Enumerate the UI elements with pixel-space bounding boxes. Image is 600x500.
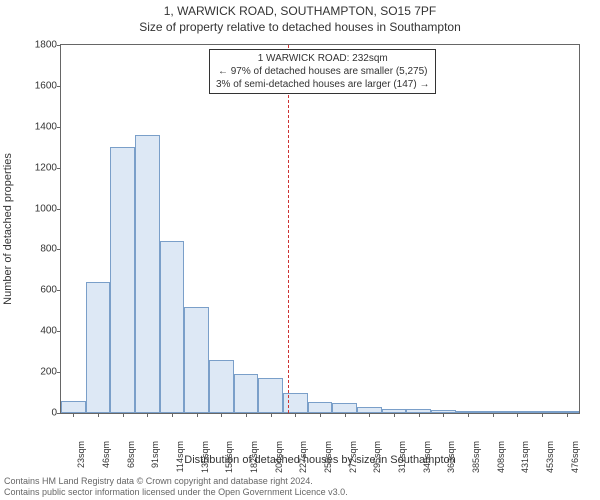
reference-line bbox=[288, 45, 289, 413]
y-tick-mark bbox=[57, 331, 61, 332]
footer-line-2: Contains public sector information licen… bbox=[4, 487, 348, 498]
histogram-bar bbox=[86, 282, 111, 413]
annotation-box: 1 WARWICK ROAD: 232sqm← 97% of detached … bbox=[209, 49, 436, 94]
x-tick-mark bbox=[98, 413, 99, 417]
x-tick-mark bbox=[295, 413, 296, 417]
y-tick-label: 1000 bbox=[21, 203, 57, 214]
annotation-line-1: 1 WARWICK ROAD: 232sqm bbox=[216, 52, 429, 65]
y-axis-label: Number of detached properties bbox=[2, 44, 18, 414]
y-tick-label: 1800 bbox=[21, 40, 57, 51]
y-tick-label: 800 bbox=[21, 244, 57, 255]
x-tick-mark bbox=[542, 413, 543, 417]
histogram-bar bbox=[184, 307, 209, 413]
y-tick-label: 200 bbox=[21, 367, 57, 378]
x-tick-mark bbox=[517, 413, 518, 417]
chart-title: 1, WARWICK ROAD, SOUTHAMPTON, SO15 7PF bbox=[0, 4, 600, 18]
x-axis-label: Distribution of detached houses by size … bbox=[60, 454, 580, 466]
histogram-bar bbox=[234, 374, 259, 413]
y-tick-label: 600 bbox=[21, 285, 57, 296]
x-tick-mark bbox=[172, 413, 173, 417]
histogram-bar bbox=[209, 360, 234, 413]
y-tick-mark bbox=[57, 45, 61, 46]
histogram-bar bbox=[258, 378, 283, 413]
x-tick-mark bbox=[73, 413, 74, 417]
x-tick-mark bbox=[271, 413, 272, 417]
histogram-bar bbox=[332, 403, 357, 413]
annotation-line-3: 3% of semi-detached houses are larger (1… bbox=[216, 78, 429, 91]
chart-container: 1, WARWICK ROAD, SOUTHAMPTON, SO15 7PF S… bbox=[0, 0, 600, 500]
annotation-line-2: ← 97% of detached houses are smaller (5,… bbox=[216, 65, 429, 78]
x-tick-mark bbox=[197, 413, 198, 417]
x-tick-mark bbox=[246, 413, 247, 417]
histogram-bar bbox=[308, 402, 333, 413]
y-tick-mark bbox=[57, 168, 61, 169]
plot-area: 02004006008001000120014001600180023sqm46… bbox=[60, 44, 580, 414]
x-tick-mark bbox=[147, 413, 148, 417]
footer-line-1: Contains HM Land Registry data © Crown c… bbox=[4, 476, 348, 487]
x-tick-mark bbox=[221, 413, 222, 417]
x-tick-mark bbox=[419, 413, 420, 417]
histogram-bar bbox=[110, 147, 135, 413]
footer-attribution: Contains HM Land Registry data © Crown c… bbox=[4, 476, 348, 498]
x-tick-mark bbox=[468, 413, 469, 417]
y-tick-label: 1600 bbox=[21, 80, 57, 91]
histogram-bar bbox=[61, 401, 86, 413]
x-tick-mark bbox=[493, 413, 494, 417]
y-tick-mark bbox=[57, 372, 61, 373]
chart-subtitle: Size of property relative to detached ho… bbox=[0, 20, 600, 34]
y-tick-mark bbox=[57, 249, 61, 250]
y-tick-mark bbox=[57, 413, 61, 414]
y-tick-mark bbox=[57, 290, 61, 291]
x-tick-mark bbox=[567, 413, 568, 417]
y-tick-label: 1200 bbox=[21, 162, 57, 173]
x-tick-mark bbox=[123, 413, 124, 417]
histogram-bar bbox=[160, 241, 185, 413]
x-tick-mark bbox=[443, 413, 444, 417]
x-tick-mark bbox=[369, 413, 370, 417]
x-tick-mark bbox=[394, 413, 395, 417]
y-tick-label: 0 bbox=[21, 408, 57, 419]
x-tick-mark bbox=[320, 413, 321, 417]
y-tick-mark bbox=[57, 209, 61, 210]
y-tick-label: 400 bbox=[21, 326, 57, 337]
histogram-bar bbox=[135, 135, 160, 413]
x-tick-mark bbox=[345, 413, 346, 417]
histogram-bar bbox=[283, 393, 308, 413]
y-tick-mark bbox=[57, 127, 61, 128]
y-tick-label: 1400 bbox=[21, 121, 57, 132]
y-tick-mark bbox=[57, 86, 61, 87]
